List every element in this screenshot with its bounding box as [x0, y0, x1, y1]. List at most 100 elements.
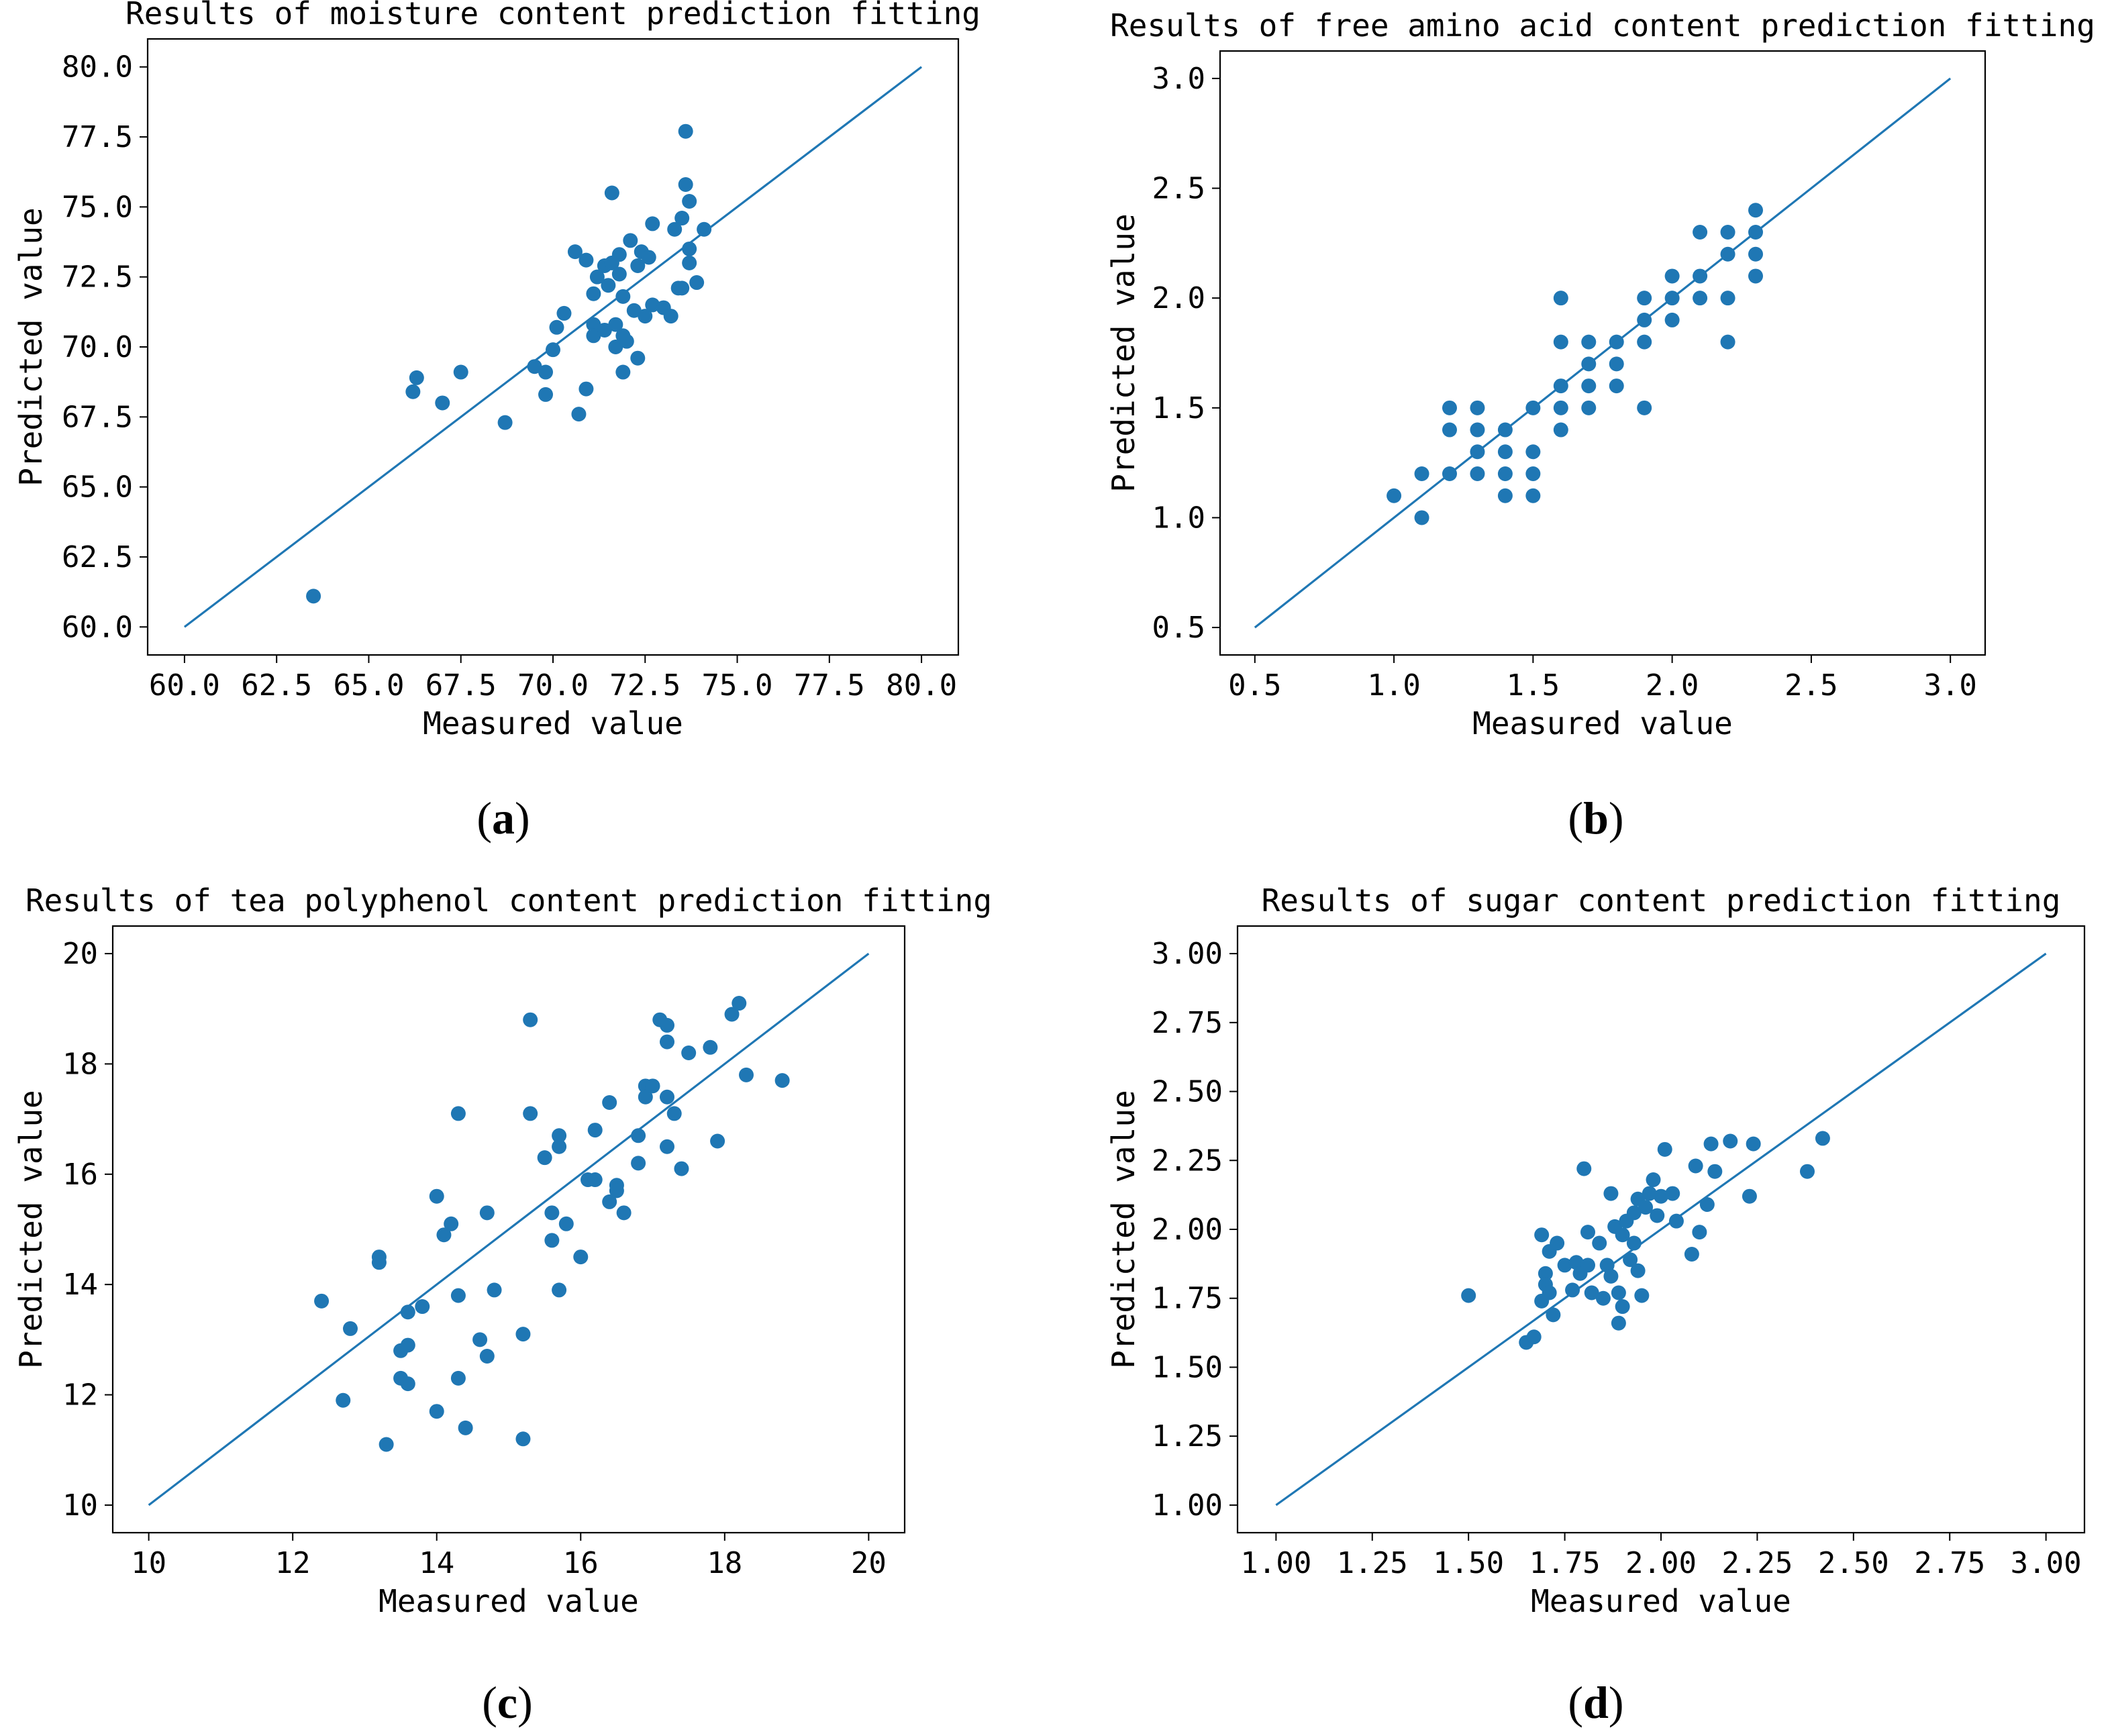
data-point: [616, 1205, 632, 1221]
y-tick-label: 75.0: [62, 190, 133, 224]
data-point: [1497, 422, 1513, 438]
data-point: [682, 194, 697, 209]
data-point: [1526, 1329, 1542, 1345]
data-point: [479, 1349, 495, 1364]
y-tick-label: 12: [62, 1378, 98, 1413]
data-point: [1553, 400, 1568, 415]
data-point: [611, 266, 627, 282]
data-point: [549, 319, 564, 335]
data-point: [479, 1205, 495, 1221]
data-point: [538, 387, 554, 402]
panel-a: Results of moisture content prediction f…: [13, 0, 980, 742]
data-point: [371, 1255, 387, 1270]
data-point: [1664, 268, 1680, 284]
y-tick-label: 1.75: [1152, 1282, 1223, 1316]
data-point: [1609, 356, 1624, 372]
data-point: [1442, 400, 1457, 415]
x-tick-label: 62.5: [241, 668, 312, 703]
x-tick-label: 80.0: [886, 668, 957, 703]
data-point: [611, 247, 627, 262]
data-point: [415, 1299, 430, 1315]
data-point: [1553, 378, 1568, 394]
data-point: [1470, 400, 1485, 415]
data-point: [450, 1370, 466, 1386]
data-point: [1553, 422, 1568, 438]
data-point: [1414, 510, 1429, 525]
data-point: [1626, 1205, 1642, 1221]
data-point: [1748, 203, 1763, 218]
data-point: [681, 1045, 697, 1061]
data-point: [400, 1376, 415, 1392]
data-point: [523, 1012, 538, 1027]
data-point: [1442, 466, 1457, 481]
data-point: [589, 269, 605, 285]
x-tick-label: 65.0: [333, 668, 404, 703]
data-point: [1664, 312, 1680, 327]
data-point: [1634, 1288, 1650, 1303]
y-tick-label: 70.0: [62, 330, 133, 364]
y-tick-label: 1.0: [1152, 501, 1205, 535]
data-point: [1603, 1268, 1619, 1284]
y-tick-label: 20: [62, 937, 98, 971]
data-point: [678, 176, 693, 192]
x-tick-label: 1.50: [1433, 1546, 1504, 1580]
data-point: [558, 1216, 574, 1231]
data-point: [660, 1139, 674, 1154]
data-point: [1748, 225, 1763, 240]
data-point: [638, 309, 653, 324]
y-tick-label: 2.00: [1152, 1213, 1223, 1247]
y-tick-label: 3.00: [1152, 937, 1223, 971]
y-tick-label: 2.75: [1152, 1006, 1223, 1040]
chart-title: Results of moisture content prediction f…: [125, 0, 980, 32]
data-point: [458, 1420, 473, 1435]
chart-title: Results of tea polyphenol content predic…: [26, 882, 992, 919]
x-axis-label: Measured value: [1531, 1583, 1791, 1619]
data-point: [660, 1034, 674, 1050]
data-point: [710, 1133, 725, 1149]
x-tick-label: 2.75: [1914, 1546, 1985, 1580]
x-tick-label: 75.0: [702, 668, 773, 703]
y-tick-label: 60.0: [62, 610, 133, 644]
x-tick-label: 1.5: [1507, 668, 1560, 703]
y-tick-label: 10: [62, 1488, 98, 1523]
y-axis-label: Predicted value: [1105, 213, 1142, 492]
data-point: [1497, 488, 1513, 503]
data-point: [1461, 1288, 1476, 1303]
data-point: [1542, 1285, 1557, 1300]
data-point: [1799, 1164, 1815, 1179]
data-point: [630, 350, 646, 366]
data-point: [1746, 1136, 1761, 1152]
data-point: [1611, 1315, 1626, 1331]
data-point: [604, 185, 619, 201]
y-axis-label: Predicted value: [1105, 1090, 1142, 1368]
data-point: [435, 395, 450, 411]
y-axis-label: Predicted value: [13, 1090, 49, 1368]
data-point: [660, 1017, 674, 1033]
axes-frame: [1219, 50, 1986, 656]
x-tick-label: 2.0: [1646, 668, 1699, 703]
data-point: [1581, 400, 1597, 415]
fit-line: [1275, 952, 2047, 1507]
y-tick-label: 18: [62, 1047, 98, 1081]
data-point: [586, 317, 601, 332]
fit-line: [148, 952, 870, 1507]
data-point: [645, 1078, 660, 1094]
data-point: [1592, 1235, 1607, 1251]
data-point: [638, 1089, 653, 1105]
data-point: [1684, 1246, 1699, 1262]
data-point: [1387, 488, 1402, 503]
data-point: [343, 1321, 358, 1336]
x-tick-label: 1.75: [1529, 1546, 1601, 1580]
data-point: [608, 340, 623, 354]
data-point: [515, 1327, 531, 1342]
data-point: [1557, 1258, 1572, 1273]
data-point: [552, 1128, 567, 1143]
data-point: [1565, 1282, 1580, 1298]
x-tick-label: 2.00: [1625, 1546, 1697, 1580]
data-point: [601, 278, 616, 293]
data-point: [1720, 225, 1735, 240]
data-point: [1664, 291, 1680, 306]
data-point: [619, 334, 634, 349]
data-point: [1470, 466, 1485, 481]
data-point: [1611, 1285, 1626, 1300]
